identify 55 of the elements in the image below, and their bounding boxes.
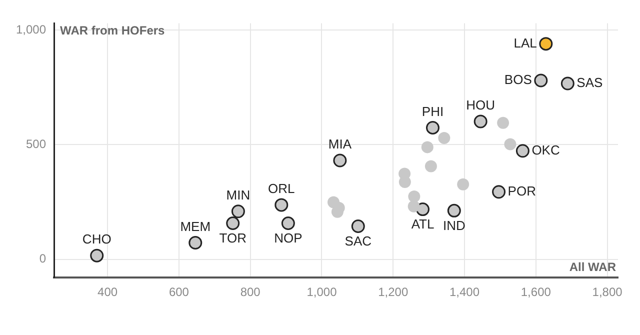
point bbox=[398, 176, 411, 188]
x-tick-label: 600 bbox=[168, 285, 190, 300]
y-tick-label: 500 bbox=[26, 136, 46, 151]
annotation: PHI bbox=[422, 104, 444, 119]
point bbox=[457, 178, 470, 190]
annotation: TOR bbox=[219, 230, 246, 246]
y-axis-title: WAR from HOFers bbox=[60, 24, 166, 38]
point bbox=[90, 248, 104, 262]
point bbox=[231, 204, 245, 218]
point bbox=[351, 220, 365, 234]
annotation: BOS bbox=[504, 72, 532, 88]
annotation: HOU bbox=[466, 98, 496, 113]
annotation: LAL bbox=[514, 35, 537, 50]
annotation: ORL bbox=[268, 181, 295, 196]
point bbox=[474, 114, 488, 128]
x-tick-label: 1,200 bbox=[378, 285, 408, 300]
annotation: OKC bbox=[532, 142, 560, 158]
point bbox=[497, 116, 510, 129]
annotation: IND bbox=[442, 218, 466, 233]
x-tick-label: 1,400 bbox=[450, 285, 480, 300]
point bbox=[438, 132, 450, 144]
annotation: SAS bbox=[576, 75, 604, 90]
x-tick-label: 800 bbox=[240, 285, 261, 300]
point bbox=[539, 37, 553, 51]
point bbox=[504, 138, 516, 150]
point bbox=[492, 185, 506, 199]
point bbox=[188, 236, 202, 250]
x-tick-label: 1,800 bbox=[592, 285, 623, 300]
annotation: NOP bbox=[274, 230, 302, 246]
x-tick-label: 1,000 bbox=[306, 285, 338, 300]
y-tick-label: 1,000 bbox=[16, 22, 46, 36]
annotation: CHO bbox=[82, 232, 112, 247]
annotation: SAC bbox=[344, 233, 372, 248]
point bbox=[333, 154, 347, 168]
point bbox=[281, 216, 295, 230]
x-tick-label: 400 bbox=[98, 285, 118, 300]
annotation: POR bbox=[508, 183, 536, 198]
annotation: MIA bbox=[328, 136, 352, 152]
annotation: ATL bbox=[411, 216, 434, 232]
point bbox=[421, 141, 434, 154]
point bbox=[408, 190, 420, 202]
point bbox=[426, 120, 440, 134]
point bbox=[274, 198, 288, 212]
point bbox=[516, 144, 530, 158]
annotation: MEM bbox=[180, 218, 211, 234]
y-tick-label: 0 bbox=[39, 252, 46, 266]
annotation: MIN bbox=[226, 187, 250, 202]
point bbox=[424, 160, 437, 172]
point bbox=[534, 74, 548, 88]
point bbox=[447, 204, 461, 218]
point bbox=[408, 200, 420, 212]
point bbox=[560, 76, 574, 90]
x-tick-label: 1,600 bbox=[520, 285, 552, 300]
x-axis-title: All WAR bbox=[569, 260, 616, 274]
point bbox=[226, 216, 240, 230]
